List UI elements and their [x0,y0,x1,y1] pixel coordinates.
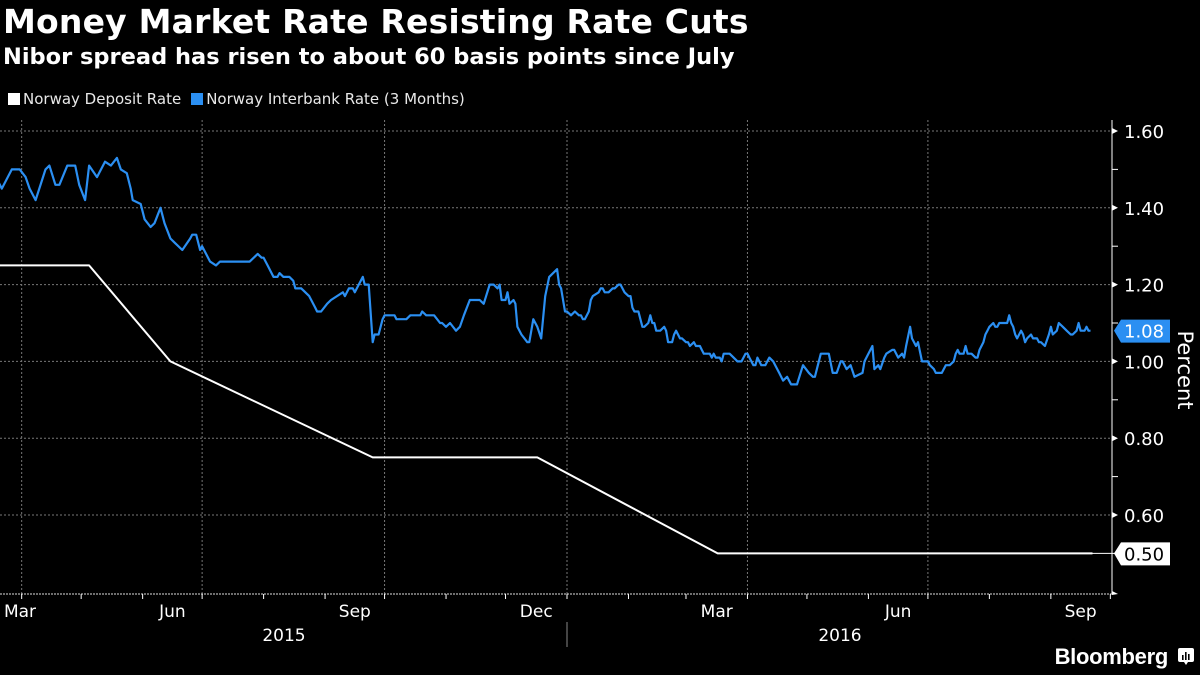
legend-label-interbank-rate: Norway Interbank Rate (3 Months) [206,90,465,108]
series-line-interbank-rate [0,156,1091,386]
y-tick-label: 0.60 [1124,506,1164,527]
grid-lines [0,120,1112,594]
x-year-label: 2015 [262,626,305,646]
x-month-label: Dec [520,602,553,622]
y-tick-mark [1112,358,1118,365]
y-axis-label: Percent [1173,330,1197,409]
axes: 0.60 0.80 1.00 1.20 1.40 1.60 Mar Jun Sep Dec Mar J… [0,120,1164,647]
x-axis-arrow [1112,591,1118,595]
x-month-label: Jun [884,602,912,622]
y-tick-mark [1112,435,1118,442]
last-value-label-deposit: 0.50 [1124,544,1164,565]
x-year-label: 2016 [818,626,861,646]
y-tick-label: 1.00 [1124,352,1164,373]
x-month-label: Sep [1065,602,1097,622]
x-month-label: Sep [339,602,371,622]
legend-swatch-deposit-rate [8,93,20,105]
chart-subtitle: Nibor spread has risen to about 60 basis… [3,44,735,70]
y-tick-label: 1.40 [1124,199,1164,220]
y-tick-mark [1112,128,1118,134]
y-tick-mark [1112,512,1118,518]
y-tick-label: 1.60 [1124,122,1164,143]
x-month-label: Jun [158,602,186,622]
chart-title: Money Market Rate Resisting Rate Cuts [3,2,749,41]
legend-item-interbank-rate: Norway Interbank Rate (3 Months) [191,90,465,108]
legend-swatch-interbank-rate [191,93,204,105]
legend-item-deposit-rate: Norway Deposit Rate [8,90,181,108]
y-tick-label: 0.80 [1124,429,1164,450]
x-month-label: Mar [4,602,36,622]
y-tick-label: 1.20 [1124,276,1164,297]
x-month-label: Mar [701,602,733,622]
value-tags: 1.08 0.50 [1114,319,1170,566]
bloomberg-logo: Bloomberg [1054,644,1169,669]
legend-label-deposit-rate: Norway Deposit Rate [23,90,182,108]
bloomberg-chart-icon [1178,648,1194,665]
last-value-tag-interbank [1114,319,1170,343]
series-layer [0,156,1112,555]
last-value-tag-deposit [1114,542,1170,566]
series-line-deposit-rate [0,264,1093,555]
legend: Norway Deposit Rate Norway Interbank Rat… [8,90,475,108]
y-tick-mark [1112,281,1118,288]
y-tick-mark [1112,204,1118,211]
last-value-label-interbank: 1.08 [1124,322,1164,343]
